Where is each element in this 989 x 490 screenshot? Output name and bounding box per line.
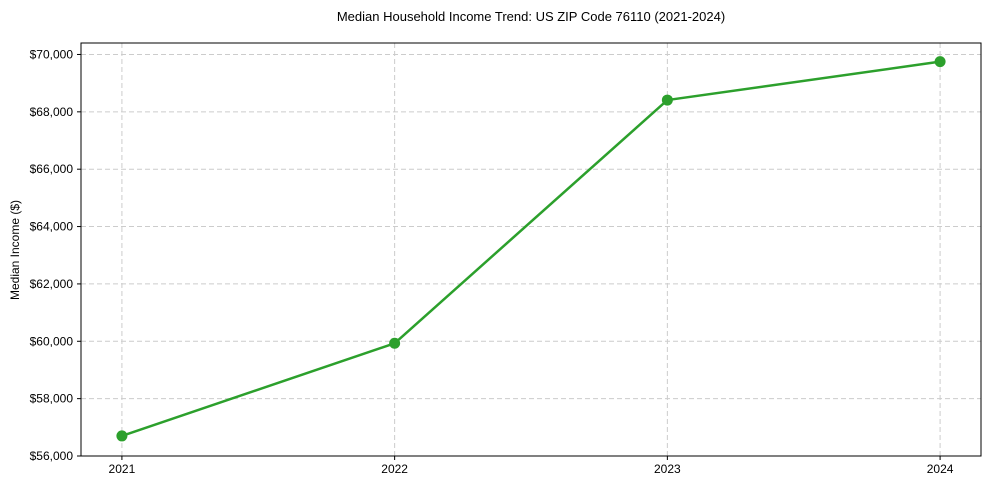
chart-title: Median Household Income Trend: US ZIP Co… [336, 9, 726, 24]
y-tick-label: $62,000 [30, 277, 74, 291]
y-tick-label: $60,000 [30, 334, 74, 348]
axes-box [80, 42, 982, 457]
y-tick-label: $56,000 [30, 449, 74, 463]
data-point-2024 [934, 56, 946, 68]
y-tick-label: $70,000 [30, 47, 74, 61]
y-tick-label: $58,000 [30, 392, 74, 406]
x-tick-label: 2022 [381, 462, 408, 476]
data-point-2021 [116, 430, 128, 442]
data-point-2023 [661, 94, 673, 106]
x-tick-label: 2024 [927, 462, 954, 476]
y-tick-label: $68,000 [30, 105, 74, 119]
y-tick-label: $66,000 [30, 162, 74, 176]
trend-line [120, 60, 942, 438]
x-tick-label: 2021 [109, 462, 136, 476]
x-tick-label: 2023 [654, 462, 681, 476]
y-tick-label: $64,000 [30, 220, 74, 234]
data-point-2022 [389, 337, 401, 349]
